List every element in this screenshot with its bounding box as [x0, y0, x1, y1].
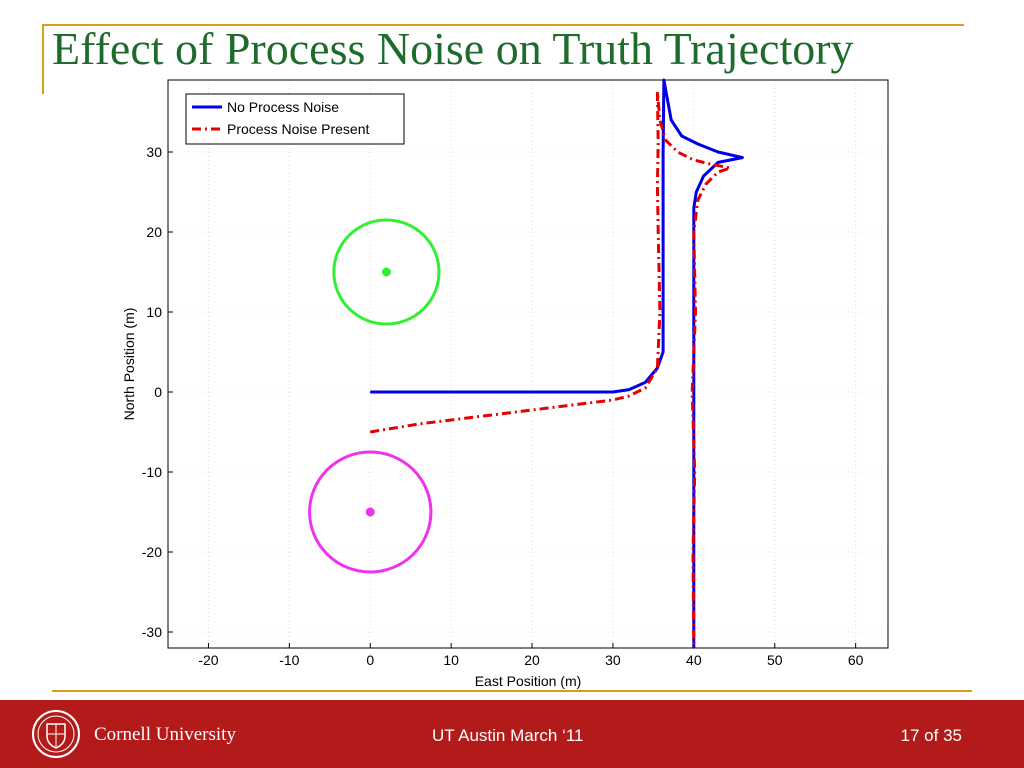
y-tick-label: -30 — [142, 624, 162, 640]
x-tick-label: 40 — [686, 652, 702, 668]
venue-label: UT Austin March ‘11 — [432, 726, 584, 745]
page-sep: of — [924, 726, 939, 745]
obstacle-center-1 — [381, 267, 391, 277]
x-tick-label: 60 — [848, 652, 864, 668]
x-tick-label: 20 — [524, 652, 540, 668]
y-axis-label: North Position (m) — [121, 308, 137, 421]
slide-title: Effect of Process Noise on Truth Traject… — [52, 23, 854, 74]
trajectory-chart: -20 -10 0 10 20 30 40 50 60 -30 -20 -10 0 10 20 30 No Pr… — [110, 78, 910, 693]
title-rule-left — [42, 24, 44, 94]
y-tick-label: 30 — [146, 144, 162, 160]
y-tick-label: 10 — [146, 304, 162, 320]
footer-rule — [52, 690, 972, 692]
title-rule-top — [42, 24, 964, 26]
university-name: Cornell University — [94, 724, 236, 745]
obstacle-circle-1 — [332, 218, 441, 326]
page-current: 17 — [900, 726, 920, 745]
legend-box — [185, 93, 405, 145]
x-tick-label: -20 — [198, 652, 218, 668]
page-total: 35 — [943, 726, 962, 745]
x-tick-label: 10 — [443, 652, 459, 668]
obstacle-center-2 — [365, 507, 375, 517]
x-axis-label: East Position (m) — [475, 673, 582, 689]
y-tick-label: 0 — [154, 384, 162, 400]
y-tick-label: 20 — [146, 224, 162, 240]
x-tick-label: -10 — [279, 652, 299, 668]
footer-bar: Cornell University UT Austin March ‘11 1… — [0, 700, 1024, 768]
x-tick-label: 50 — [767, 652, 783, 668]
legend-label-1: No Process Noise — [227, 99, 339, 115]
page-counter: 17 of 35 — [901, 726, 963, 746]
obstacle-circle-2 — [308, 450, 433, 574]
x-tick-label: 30 — [605, 652, 621, 668]
series-line-2 — [369, 90, 732, 649]
cornell-seal-icon — [30, 708, 82, 765]
plot-frame — [167, 79, 889, 649]
x-tick-label: 0 — [366, 652, 374, 668]
y-tick-label: -20 — [142, 544, 162, 560]
plot-area — [168, 80, 888, 648]
chart-svg: -20 -10 0 10 20 30 40 50 60 -30 -20 -10 0 10 20 30 No Pr… — [121, 78, 889, 689]
legend-label-2: Process Noise Present — [227, 121, 370, 137]
y-tick-label: -10 — [142, 464, 162, 480]
